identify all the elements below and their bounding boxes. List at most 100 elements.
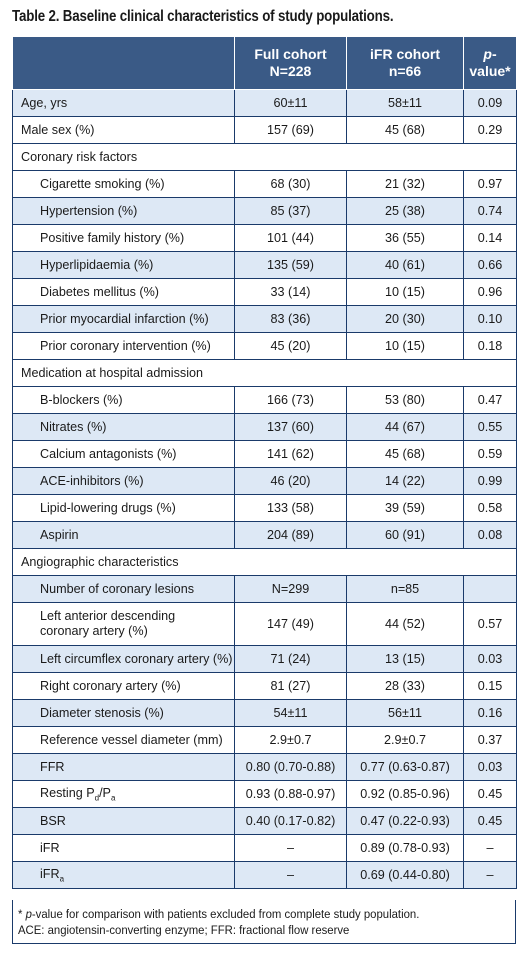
- full-cohort-value: 68 (30): [234, 170, 347, 198]
- table-row: iFRa –0.69 (0.44-0.80) –: [12, 861, 517, 889]
- row-label-part: a: [110, 793, 116, 803]
- ifr-cohort-value: 0.47 (0.22-0.93): [346, 807, 464, 835]
- row-label: iFRa: [12, 861, 235, 889]
- table-row: Positive family history (%) 101 (44) 36 (5…: [12, 224, 517, 252]
- full-cohort-value: 0.93 (0.88-0.97): [234, 780, 347, 808]
- p-value: 0.14: [463, 224, 517, 252]
- p-value: 0.29: [463, 116, 517, 144]
- row-label: Male sex (%): [12, 116, 235, 144]
- p-value: 0.66: [463, 251, 517, 279]
- row-label: Left anterior descending coronary artery…: [12, 602, 235, 646]
- row-label-part: iFR: [40, 866, 60, 881]
- p-value: 0.03: [463, 753, 517, 781]
- full-cohort-value: 60±11: [234, 89, 347, 117]
- row-label: FFR: [12, 753, 235, 781]
- ifr-cohort-value: 28 (33): [346, 672, 464, 700]
- full-cohort-value: 71 (24): [234, 645, 347, 673]
- row-label: BSR: [12, 807, 235, 835]
- section-row: Angiographic characteristics: [12, 548, 517, 576]
- ifr-cohort-value: 45 (68): [346, 116, 464, 144]
- footnote-p-italic: p: [25, 907, 32, 921]
- characteristics-table: Full cohort N=228 iFR cohort n=66 p-value*…: [12, 36, 517, 889]
- row-label: Diameter stenosis (%): [12, 699, 235, 727]
- row-label: Calcium antagonists (%): [12, 440, 235, 468]
- p-value: 0.55: [463, 413, 517, 441]
- p-value: 0.10: [463, 305, 517, 333]
- table-row: B-blockers (%) 166 (73) 53 (80) 0.47: [12, 386, 517, 414]
- ifr-cohort-value: 25 (38): [346, 197, 464, 225]
- header-row: Full cohort N=228 iFR cohort n=66 p-value*: [12, 36, 517, 90]
- row-label: Positive family history (%): [12, 224, 235, 252]
- full-cohort-value: –: [234, 861, 347, 889]
- ifr-cohort-value: 60 (91): [346, 521, 464, 549]
- table-row: ACE-inhibitors (%) 46 (20) 14 (22) 0.99: [12, 467, 517, 495]
- table-row: Male sex (%) 157 (69) 45 (68) 0.29: [12, 116, 517, 144]
- ifr-cohort-value: 39 (59): [346, 494, 464, 522]
- full-cohort-value: N=299: [234, 575, 347, 603]
- ifr-cohort-value: 36 (55): [346, 224, 464, 252]
- row-label: Right coronary artery (%): [12, 672, 235, 700]
- footnote-line2: ACE: angiotensin-converting enzyme; FFR:…: [18, 923, 350, 937]
- table-row: Left anterior descending coronary artery…: [12, 602, 517, 646]
- ifr-cohort-value: 14 (22): [346, 467, 464, 495]
- p-value: 0.47: [463, 386, 517, 414]
- row-label: Coronary risk factors: [12, 143, 517, 171]
- full-cohort-value: 204 (89): [234, 521, 347, 549]
- p-value: 0.16: [463, 699, 517, 727]
- ifr-cohort-value: 13 (15): [346, 645, 464, 673]
- table-row: Lipid-lowering drugs (%) 133 (58) 39 (59) 0…: [12, 494, 517, 522]
- full-cohort-value: 83 (36): [234, 305, 347, 333]
- table-row: Aspirin 204 (89) 60 (91) 0.08: [12, 521, 517, 549]
- header-ifr-cohort: iFR cohort n=66: [346, 36, 464, 90]
- full-cohort-value: 141 (62): [234, 440, 347, 468]
- table-frame: Full cohort N=228 iFR cohort n=66 p-value*…: [12, 36, 517, 936]
- header-p-rest: -value*: [469, 46, 511, 79]
- row-label: Nitrates (%): [12, 413, 235, 441]
- row-label-part: d: [94, 793, 100, 803]
- header-full-cohort: Full cohort N=228: [234, 36, 347, 90]
- ifr-cohort-value: 0.89 (0.78-0.93): [346, 834, 464, 862]
- table-row: BSR 0.40 (0.17-0.82) 0.47 (0.22-0.93) 0.45: [12, 807, 517, 835]
- p-value: 0.96: [463, 278, 517, 306]
- p-value: 0.99: [463, 467, 517, 495]
- row-label: Cigarette smoking (%): [12, 170, 235, 198]
- p-value: –: [463, 861, 517, 889]
- row-label: B-blockers (%): [12, 386, 235, 414]
- row-label-part: /P: [99, 785, 111, 800]
- header-full-cohort-line2: N=228: [269, 63, 312, 79]
- header-full-cohort-line1: Full cohort: [254, 46, 327, 62]
- p-value: 0.59: [463, 440, 517, 468]
- row-label: Prior myocardial infarction (%): [12, 305, 235, 333]
- ifr-cohort-value: 10 (15): [346, 332, 464, 360]
- ifr-cohort-value: 20 (30): [346, 305, 464, 333]
- ifr-cohort-value: 0.92 (0.85-0.96): [346, 780, 464, 808]
- row-label-part: Resting P: [40, 785, 95, 800]
- table-row: iFR –0.89 (0.78-0.93) –: [12, 834, 517, 862]
- table-row: Resting Pd/Pa 0.93 (0.88-0.97) 0.92 (0.85-…: [12, 780, 517, 808]
- full-cohort-value: 81 (27): [234, 672, 347, 700]
- row-label: Prior coronary intervention (%): [12, 332, 235, 360]
- ifr-cohort-value: 21 (32): [346, 170, 464, 198]
- table-title: Table 2. Baseline clinical characteristi…: [12, 8, 394, 25]
- table-row: FFR 0.80 (0.70-0.88) 0.77 (0.63-0.87) 0.03: [12, 753, 517, 781]
- ifr-cohort-value: 44 (67): [346, 413, 464, 441]
- full-cohort-value: 133 (58): [234, 494, 347, 522]
- row-label: Diabetes mellitus (%): [12, 278, 235, 306]
- ifr-cohort-value: 2.9±0.7: [346, 726, 464, 754]
- ifr-cohort-value: 44 (52): [346, 602, 464, 646]
- table-row: Right coronary artery (%) 81 (27) 28 (33) 0…: [12, 672, 517, 700]
- row-label: Resting Pd/Pa: [12, 780, 235, 808]
- ifr-cohort-value: 0.77 (0.63-0.87): [346, 753, 464, 781]
- table-row: Reference vessel diameter (mm) 2.9±0.7 2.9…: [12, 726, 517, 754]
- full-cohort-value: 85 (37): [234, 197, 347, 225]
- p-value: 0.15: [463, 672, 517, 700]
- section-row: Coronary risk factors: [12, 143, 517, 171]
- full-cohort-value: –: [234, 834, 347, 862]
- full-cohort-value: 0.40 (0.17-0.82): [234, 807, 347, 835]
- full-cohort-value: 137 (60): [234, 413, 347, 441]
- p-value: 0.97: [463, 170, 517, 198]
- full-cohort-value: 54±11: [234, 699, 347, 727]
- row-label: Reference vessel diameter (mm): [12, 726, 235, 754]
- full-cohort-value: 101 (44): [234, 224, 347, 252]
